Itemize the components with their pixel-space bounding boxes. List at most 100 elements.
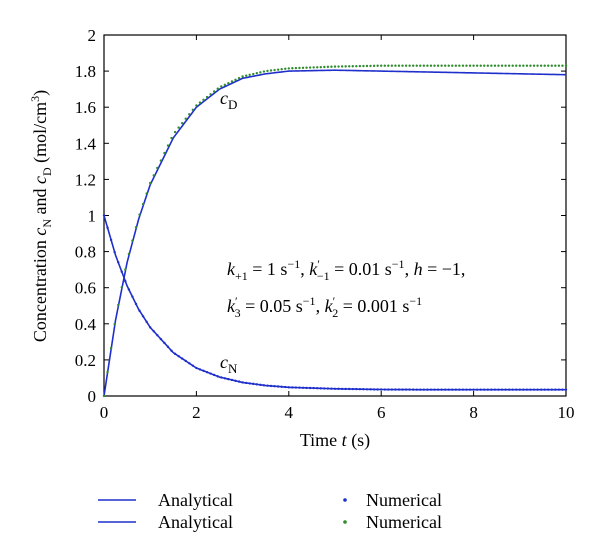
data-point: [518, 64, 521, 67]
data-point: [223, 377, 227, 380]
data-point: [507, 388, 511, 391]
data-point: [131, 295, 134, 298]
data-point: [234, 379, 237, 382]
data-point: [241, 75, 244, 78]
data-point: [156, 333, 159, 337]
data-point: [230, 378, 234, 382]
data-point: [163, 151, 166, 155]
x-axis-label: Time t (s): [300, 430, 370, 451]
data-point: [554, 388, 557, 391]
data-point: [557, 388, 561, 391]
data-point: [511, 388, 514, 391]
data-point: [465, 388, 468, 391]
data-point: [117, 303, 120, 307]
data-point: [351, 387, 354, 391]
data-point: [173, 352, 177, 356]
data-point: [276, 385, 280, 388]
data-point: [564, 388, 568, 391]
data-point: [387, 388, 390, 391]
data-point: [564, 64, 568, 67]
data-point: [493, 388, 497, 391]
data-point: [177, 355, 180, 358]
data-point: [440, 388, 443, 391]
data-point: [188, 362, 191, 365]
data-point: [380, 388, 383, 391]
data-point: [472, 64, 475, 67]
data-point: [287, 67, 290, 70]
data-point: [518, 388, 521, 391]
y-tick-label: 0.2: [75, 351, 96, 370]
data-point: [198, 368, 202, 371]
data-point: [458, 64, 461, 67]
y-tick-label: 0: [88, 387, 97, 406]
data-point: [415, 388, 418, 391]
y-axis: 0 0.2 0.4 0.6 0.8 1 1.2 1.4 1.6 1.8 2: [75, 26, 566, 406]
data-point: [223, 83, 227, 87]
legend-label: Analytical: [158, 490, 233, 510]
data-point: [212, 373, 216, 377]
data-point: [209, 372, 212, 375]
data-point: [390, 64, 394, 67]
data-point: [230, 80, 234, 83]
x-tick-label: 0: [100, 403, 109, 422]
data-point: [554, 64, 557, 67]
data-point: [284, 67, 287, 71]
data-point: [195, 104, 198, 107]
data-point: [319, 387, 322, 390]
data-point: [173, 130, 177, 134]
data-point: [348, 65, 351, 68]
data-point: [269, 384, 273, 388]
data-point: [287, 386, 290, 389]
data-point: [358, 387, 362, 391]
data-point: [227, 81, 230, 85]
data-point: [191, 364, 195, 367]
data-point: [301, 66, 305, 70]
x-axis: 0 2 4 6 8 10: [100, 35, 575, 422]
data-point: [547, 388, 550, 391]
data-point: [522, 388, 525, 391]
data-point: [152, 174, 155, 177]
data-point: [141, 202, 145, 206]
data-point: [397, 388, 401, 391]
data-point: [408, 388, 411, 391]
data-point: [134, 302, 138, 306]
data-point: [262, 70, 266, 73]
data-point: [365, 64, 369, 68]
data-point: [191, 108, 195, 112]
x-tick-label: 8: [469, 403, 478, 422]
plot-frame: [103, 34, 567, 397]
data-point: [220, 376, 223, 379]
data-point: [497, 388, 500, 391]
data-point: [504, 388, 507, 391]
series-dots-cN-numerical: [102, 214, 568, 391]
data-point: [372, 64, 376, 68]
data-point: [486, 388, 490, 391]
data-point: [461, 64, 465, 67]
data-point: [500, 388, 504, 391]
data-point: [234, 78, 237, 82]
data-point: [383, 388, 386, 391]
data-point: [244, 381, 248, 385]
data-point: [401, 64, 404, 67]
legend-dot-marker: [343, 498, 347, 502]
legend-label: Numerical: [366, 490, 442, 510]
data-point: [465, 64, 468, 67]
data-point: [511, 64, 514, 67]
y-tick-label: 2: [88, 26, 97, 45]
data-point: [507, 64, 511, 67]
data-point: [202, 369, 205, 372]
data-point: [454, 64, 458, 67]
data-point: [394, 388, 397, 391]
data-point: [205, 95, 209, 99]
data-point: [255, 71, 259, 75]
data-point: [436, 64, 440, 67]
data-point: [269, 69, 273, 72]
data-point: [543, 388, 546, 391]
data-point: [365, 388, 369, 391]
data-point: [124, 268, 127, 271]
x-tick-label: 2: [192, 403, 201, 422]
data-point: [252, 382, 255, 386]
series-dots-cD-numerical: [102, 64, 568, 398]
data-point: [500, 64, 504, 67]
